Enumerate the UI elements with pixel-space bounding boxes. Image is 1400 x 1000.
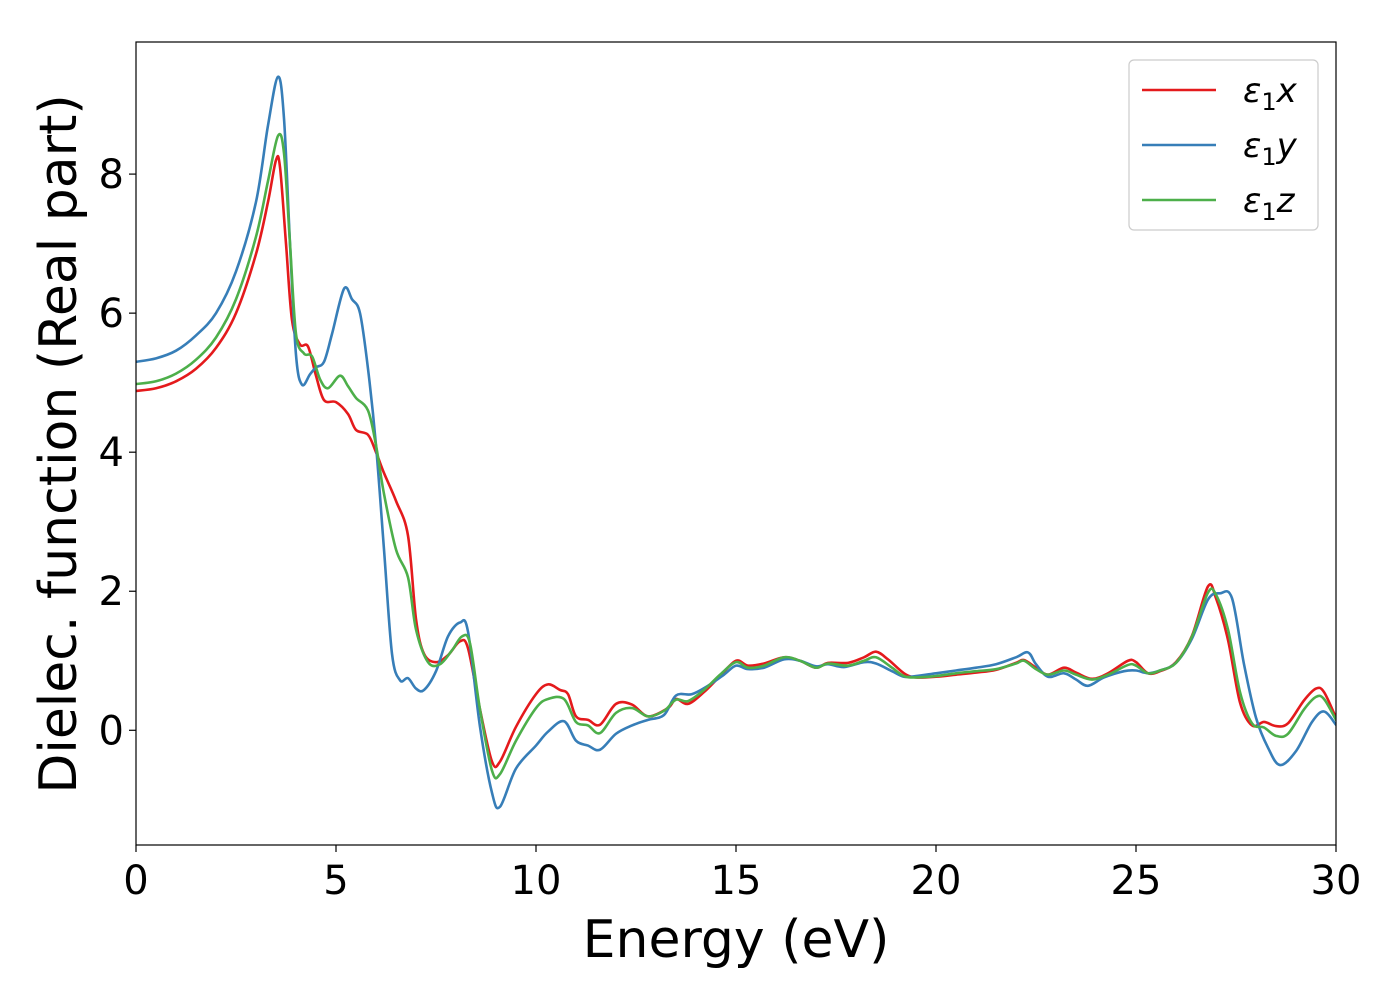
series-line-x (136, 154, 1336, 769)
y-tick-label: 8 (99, 152, 124, 198)
y-axis-ticks: 0 2 4 6 8 (99, 152, 136, 754)
y-tick-label: 6 (99, 291, 124, 337)
legend-label-y: ε1y (1243, 126, 1298, 171)
x-tick-label: 5 (323, 858, 348, 904)
series-layer (136, 75, 1336, 810)
x-tick-label: 20 (911, 858, 962, 904)
series-line-y (136, 75, 1336, 810)
y-tick-label: 2 (99, 569, 124, 615)
y-tick-label: 0 (99, 708, 124, 754)
x-axis-label: Energy (eV) (583, 910, 890, 970)
x-axis-ticks: 0 5 10 15 20 25 30 (123, 845, 1361, 904)
legend-label-x: ε1x (1243, 71, 1298, 116)
legend-label-z: ε1z (1243, 181, 1296, 226)
y-axis-label: Dielec. function (Real part) (29, 94, 89, 793)
legend-box (1128, 59, 1319, 231)
x-tick-label: 10 (511, 858, 562, 904)
y-tick-label: 4 (99, 430, 124, 476)
x-tick-label: 25 (1111, 858, 1162, 904)
series-line-z (136, 132, 1336, 780)
x-tick-label: 30 (1311, 858, 1362, 904)
x-tick-label: 0 (123, 858, 148, 904)
x-tick-label: 15 (711, 858, 762, 904)
legend: ε1x ε1y ε1z (1128, 59, 1319, 231)
